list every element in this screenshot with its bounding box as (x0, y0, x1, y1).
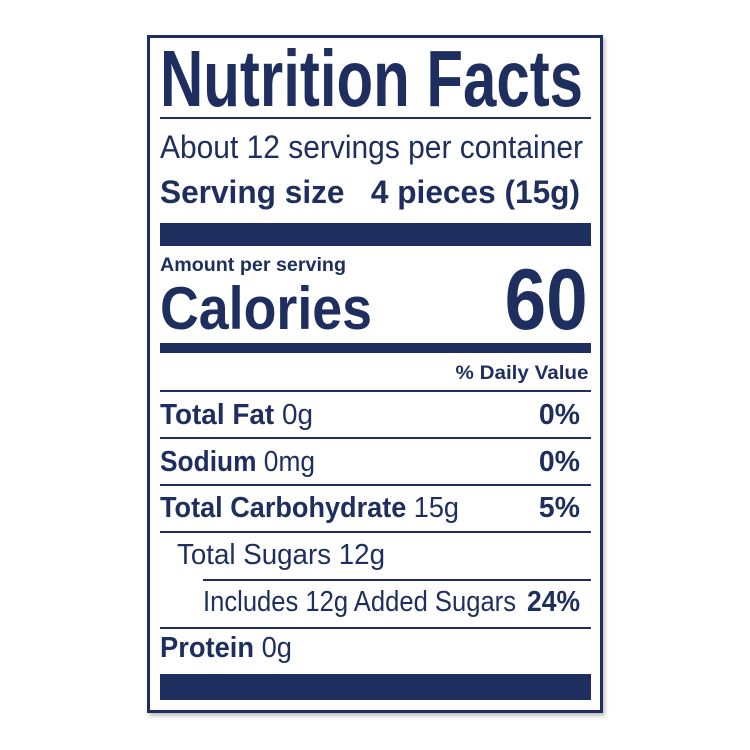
dv-total-carbohydrate: 5% (539, 492, 580, 524)
dv-added-sugars: 24% (527, 586, 580, 618)
divider (160, 484, 591, 486)
amount-per-serving: Amount per serving (160, 255, 346, 276)
nutrient-amount: 15g (413, 492, 459, 524)
daily-value-header: % Daily Value (456, 363, 589, 384)
title: Nutrition Facts (160, 34, 583, 123)
nutrient-total-fat: Total Fat 0g (160, 401, 313, 430)
nutrient-total-sugars: Total Sugars 12g (177, 539, 385, 571)
nutrient-name: Total Fat (160, 399, 275, 431)
medium-bar (160, 343, 591, 353)
serving-size: Serving size 4 pieces (15g) (160, 176, 580, 208)
serving-size-label: Serving size (160, 174, 345, 210)
dv-total-fat: 0% (539, 399, 580, 431)
divider (160, 390, 591, 392)
servings-per-container: About 12 servings per container (160, 129, 583, 165)
divider (160, 627, 591, 629)
nutrient-name: Total Carbohydrate (160, 492, 407, 524)
calories-label: Calories (160, 275, 372, 342)
nutrient-amount: 0g (261, 632, 292, 664)
thick-bar (160, 223, 591, 246)
divider (160, 531, 591, 533)
dv-sodium: 0% (539, 446, 580, 478)
nutrient-amount: 0g (281, 399, 313, 431)
calories-value: 60 (505, 252, 588, 348)
thick-bar (160, 674, 591, 700)
divider (203, 579, 591, 581)
nutrient-name: Protein (160, 632, 255, 664)
nutrient-protein: Protein 0g (160, 634, 292, 663)
nutrient-total-carbohydrate: Total Carbohydrate 15g (160, 494, 459, 523)
nutrient-sodium: Sodium 0mg (160, 448, 315, 477)
serving-size-value: 4 pieces (15g) (370, 174, 580, 210)
divider (160, 437, 591, 439)
divider (160, 117, 591, 119)
nutrient-amount: 0mg (263, 446, 315, 478)
nutrient-name: Sodium (160, 446, 257, 478)
nutrition-facts-label (147, 35, 603, 713)
nutrient-added-sugars: Includes 12g Added Sugars (203, 586, 516, 618)
